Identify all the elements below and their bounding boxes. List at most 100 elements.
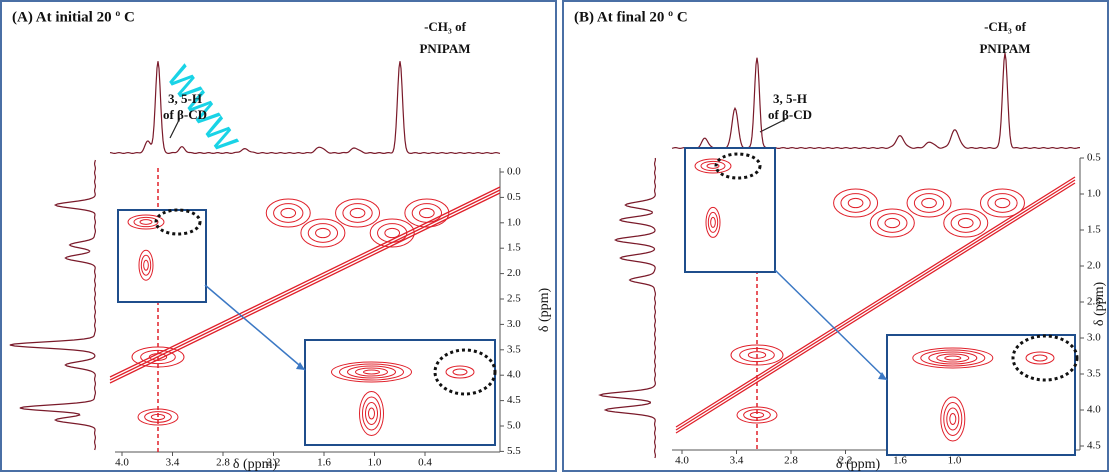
x-tick-label: 2.2 xyxy=(839,455,853,467)
contour xyxy=(936,353,970,363)
contour xyxy=(363,369,380,375)
contour xyxy=(143,259,149,271)
contour xyxy=(944,355,962,361)
diagonal xyxy=(109,186,501,378)
y-tick-label: 2.5 xyxy=(507,293,521,305)
contour xyxy=(706,163,720,169)
contour xyxy=(139,219,153,225)
x-axis-label: δ (ppm) xyxy=(836,457,881,472)
spectrum-trace xyxy=(598,157,657,459)
contour xyxy=(150,413,166,421)
contour xyxy=(133,216,159,228)
panel-title: (B) At final 20 º C xyxy=(574,9,688,25)
zoom-arrowhead xyxy=(296,362,305,370)
contour xyxy=(940,396,966,442)
y-tick-label: 1.0 xyxy=(1087,188,1101,200)
zoom-arrow xyxy=(774,269,888,381)
panel-title: (A) At initial 20 º C xyxy=(12,9,135,25)
contour xyxy=(736,406,778,424)
contour xyxy=(404,198,450,228)
x-tick-label: 1.0 xyxy=(948,455,962,467)
y-tick-label: 0.0 xyxy=(507,166,521,178)
contour xyxy=(987,193,1018,213)
y-axis-label: δ (ppm) xyxy=(1092,282,1107,327)
contour xyxy=(943,402,963,436)
contour xyxy=(140,254,152,276)
contour xyxy=(943,208,989,238)
contour xyxy=(137,408,179,426)
methyl-label: PNIPAM xyxy=(419,41,470,56)
contour xyxy=(749,411,765,419)
contour xyxy=(877,213,908,233)
contour xyxy=(368,407,375,420)
highlight-ring xyxy=(154,208,202,236)
y-axis-label: δ (ppm) xyxy=(537,288,552,333)
contour xyxy=(884,217,901,229)
contour xyxy=(743,409,771,421)
contour xyxy=(315,227,331,239)
x-tick-label: 0.4 xyxy=(418,457,432,469)
y-tick-label: 5.0 xyxy=(507,420,521,432)
zoom-arrow xyxy=(204,284,306,371)
diagonal xyxy=(675,176,1076,428)
contour xyxy=(349,207,366,219)
contour xyxy=(747,351,767,359)
contour xyxy=(359,391,384,436)
zoom-arrowhead xyxy=(878,372,887,380)
contour xyxy=(920,349,986,367)
inset-large xyxy=(304,339,496,446)
contour xyxy=(833,188,879,218)
y-tick-label: 4.5 xyxy=(1087,440,1101,452)
contour xyxy=(921,197,937,209)
contour xyxy=(869,208,915,238)
contour xyxy=(705,206,721,238)
highlight-ring xyxy=(433,348,497,396)
y-tick-label: 2.0 xyxy=(1087,260,1101,272)
cd-label: of β-CD xyxy=(768,107,812,122)
y-tick-label: 1.5 xyxy=(507,242,521,254)
diagonal xyxy=(675,179,1076,431)
y-tick-label: 2.5 xyxy=(1087,296,1101,308)
contour xyxy=(739,347,775,363)
diagonal xyxy=(109,189,501,381)
spectrum-trace xyxy=(109,61,501,155)
contour xyxy=(694,158,732,174)
contour xyxy=(1025,351,1055,365)
contour xyxy=(144,411,172,423)
y-tick-label: 3.5 xyxy=(1087,368,1101,380)
y-tick-label: 3.0 xyxy=(507,318,521,330)
contour xyxy=(912,347,994,369)
pointer-arrow xyxy=(759,117,789,133)
contour xyxy=(377,223,408,243)
contour xyxy=(131,346,185,368)
y-tick-label: 4.5 xyxy=(507,394,521,406)
y-tick-label: 3.5 xyxy=(507,343,521,355)
contour xyxy=(1032,354,1048,362)
contour xyxy=(730,344,784,366)
methyl-label: PNIPAM xyxy=(979,41,1030,56)
pointer-arrow xyxy=(169,117,181,139)
contour xyxy=(913,193,945,213)
contour xyxy=(127,214,165,230)
panel-a-frame xyxy=(0,0,557,472)
x-tick-label: 2.8 xyxy=(216,457,230,469)
contour xyxy=(273,203,304,223)
contour xyxy=(445,365,475,379)
contour xyxy=(906,188,952,218)
y-tick-label: 0.5 xyxy=(1087,152,1101,164)
y-tick-label: 5.5 xyxy=(507,445,521,457)
contour xyxy=(707,211,719,233)
contour xyxy=(928,351,978,365)
x-tick-label: 2.2 xyxy=(267,457,281,469)
contour xyxy=(307,223,339,243)
x-tick-label: 3.4 xyxy=(730,455,744,467)
contour xyxy=(280,207,297,219)
x-tick-label: 3.4 xyxy=(166,457,180,469)
methyl-label: -CH₃ of xyxy=(424,19,466,34)
inset-small xyxy=(117,209,207,303)
diagonal xyxy=(109,192,501,384)
cd-label: 3, 5-H xyxy=(168,91,202,106)
diagonal xyxy=(675,182,1076,434)
x-tick-label: 4.0 xyxy=(115,457,129,469)
methyl-label: -CH₃ of xyxy=(984,19,1026,34)
